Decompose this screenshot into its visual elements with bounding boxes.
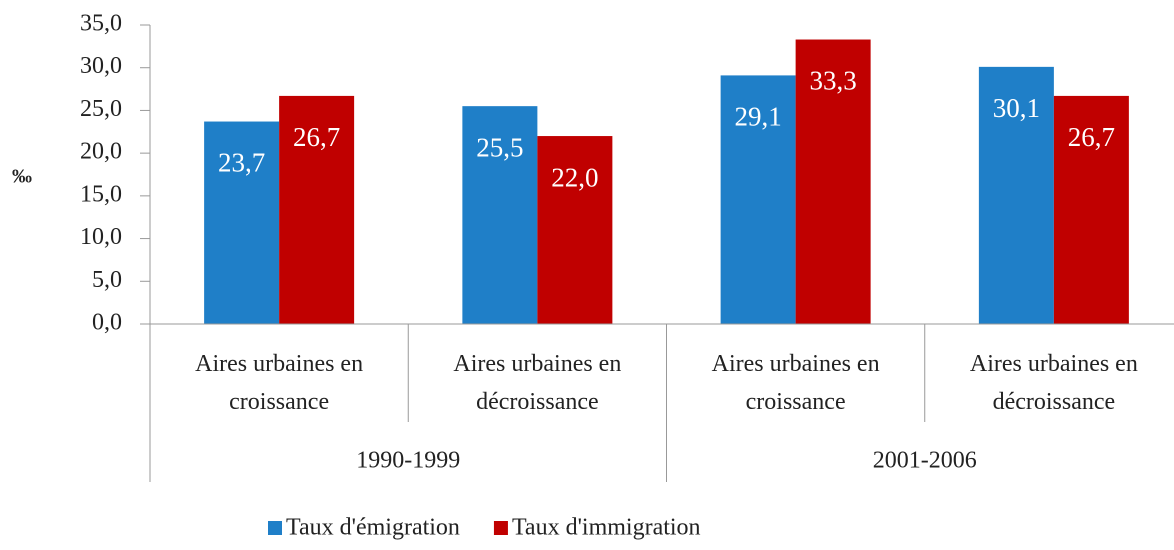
x-tick-line: Aires urbaines en [712, 351, 880, 377]
x-tick-label: Aires urbaines en croissance [712, 351, 880, 415]
value-label: 30,1 [993, 93, 1040, 123]
y-tick-label: 15,0 [80, 181, 122, 207]
x-tick-line: croissance [229, 389, 329, 415]
bar [1053, 95, 1129, 324]
value-label: 26,7 [1068, 122, 1115, 152]
y-tick-label: 10,0 [80, 224, 122, 250]
x-tick-line: décroissance [476, 389, 599, 415]
y-axis-label: ‰ [12, 166, 32, 188]
x-tick-label: Aires urbaines en décroissance [970, 351, 1138, 415]
x-tick-label: Aires urbaines en décroissance [453, 351, 621, 415]
value-label: 33,3 [810, 66, 857, 96]
y-tick-label: 35,0 [80, 11, 122, 37]
legend-label: Taux d'émigration [286, 515, 460, 541]
bar [537, 136, 613, 324]
bar [978, 66, 1054, 325]
legend-swatch [268, 521, 282, 535]
y-tick-label: 30,0 [80, 53, 122, 79]
y-tick-label: 20,0 [80, 139, 122, 165]
value-label: 26,7 [293, 122, 340, 152]
y-tick-label: 25,0 [80, 96, 122, 122]
y-tick-label: 5,0 [92, 267, 122, 293]
x-tick-line: décroissance [993, 389, 1116, 415]
value-label: 29,1 [735, 102, 782, 132]
legend-swatch [493, 521, 508, 535]
x-tick-line: Aires urbaines en [453, 351, 621, 377]
y-tick-label: 0,0 [92, 310, 122, 336]
value-label: 22,0 [551, 162, 598, 192]
bar [462, 106, 538, 325]
group-label: 2001-2006 [873, 448, 977, 474]
bar [279, 95, 355, 324]
bar [204, 121, 280, 324]
value-label: 25,5 [476, 132, 523, 162]
legend-label: Taux d'immigration [512, 515, 701, 541]
x-tick-label: Aires urbaines en croissance [195, 351, 363, 415]
x-tick-line: Aires urbaines en [970, 351, 1138, 377]
x-tick-line: Aires urbaines en [195, 351, 363, 377]
x-tick-line: croissance [746, 389, 846, 415]
group-label: 1990-1999 [356, 448, 460, 474]
bar [720, 75, 796, 324]
value-label: 23,7 [218, 148, 265, 178]
bar [795, 39, 871, 324]
